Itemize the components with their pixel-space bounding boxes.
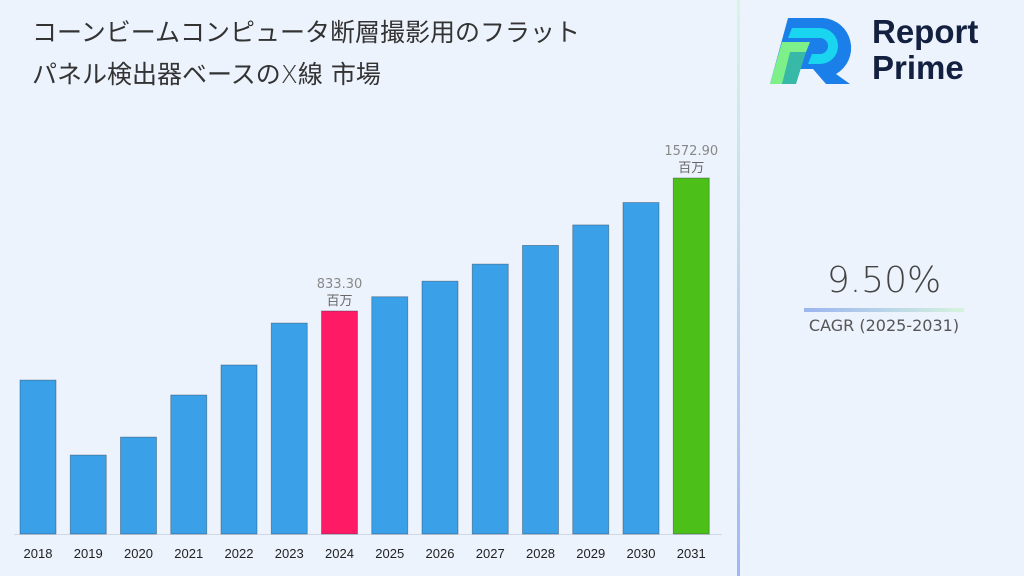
bar-2029	[572, 224, 610, 535]
data-label-value-2024: 833.30	[317, 277, 363, 292]
cagr-underline	[804, 308, 964, 312]
x-tick-label-2031: 2031	[677, 546, 706, 561]
x-tick-label-2019: 2019	[74, 546, 103, 561]
bar-2023	[270, 322, 308, 535]
bar-2020	[120, 436, 157, 535]
x-tick-label-2025: 2025	[375, 546, 404, 561]
bar-2031	[672, 177, 710, 535]
x-tick-label-2024: 2024	[325, 546, 354, 561]
x-tick-label-2028: 2028	[526, 546, 555, 561]
data-label-unit-2024: 百万	[326, 294, 352, 309]
x-tick-label-2022: 2022	[225, 546, 254, 561]
data-label-unit-2031: 百万	[678, 161, 704, 176]
bar-2018	[19, 379, 57, 535]
data-label-value-2031: 1572.90	[664, 144, 718, 159]
x-tick-label-2027: 2027	[476, 546, 505, 561]
bar-2019	[69, 454, 107, 535]
x-tick-label-2021: 2021	[174, 546, 203, 561]
bar-2021	[170, 394, 208, 535]
bar-2030	[622, 202, 660, 535]
chart-title: コーンビームコンピュータ断層撮影用のフラットパネル検出器ベースのX線 市場	[32, 18, 581, 89]
x-tick-label-2020: 2020	[124, 546, 153, 561]
report-prime-logo: Report Prime	[768, 14, 1008, 89]
bar-chart: 2018 2019 2020 2021 2022 2023 2024 2025 2026 2027…	[14, 144, 722, 561]
x-tick-label-2026: 2026	[426, 546, 455, 561]
logo-text-line1: Report	[872, 13, 979, 50]
cagr-value: 9.50%	[826, 260, 942, 301]
logo-mark-icon	[770, 18, 852, 84]
x-tick-label-2023: 2023	[275, 546, 304, 561]
x-tick-label-2018: 2018	[24, 546, 53, 561]
divider	[737, 0, 740, 576]
bar-2028	[522, 245, 559, 535]
x-tick-label-2029: 2029	[576, 546, 605, 561]
cagr-label: CAGR (2025-2031)	[808, 316, 960, 335]
x-tick-label-2030: 2030	[627, 546, 656, 561]
bar-2025	[371, 296, 409, 535]
bar-2026	[421, 280, 459, 535]
logo-text-line2: Prime	[872, 49, 964, 86]
bar-2024	[321, 310, 358, 535]
bar-2022	[220, 364, 258, 535]
bar-2027	[471, 263, 509, 535]
